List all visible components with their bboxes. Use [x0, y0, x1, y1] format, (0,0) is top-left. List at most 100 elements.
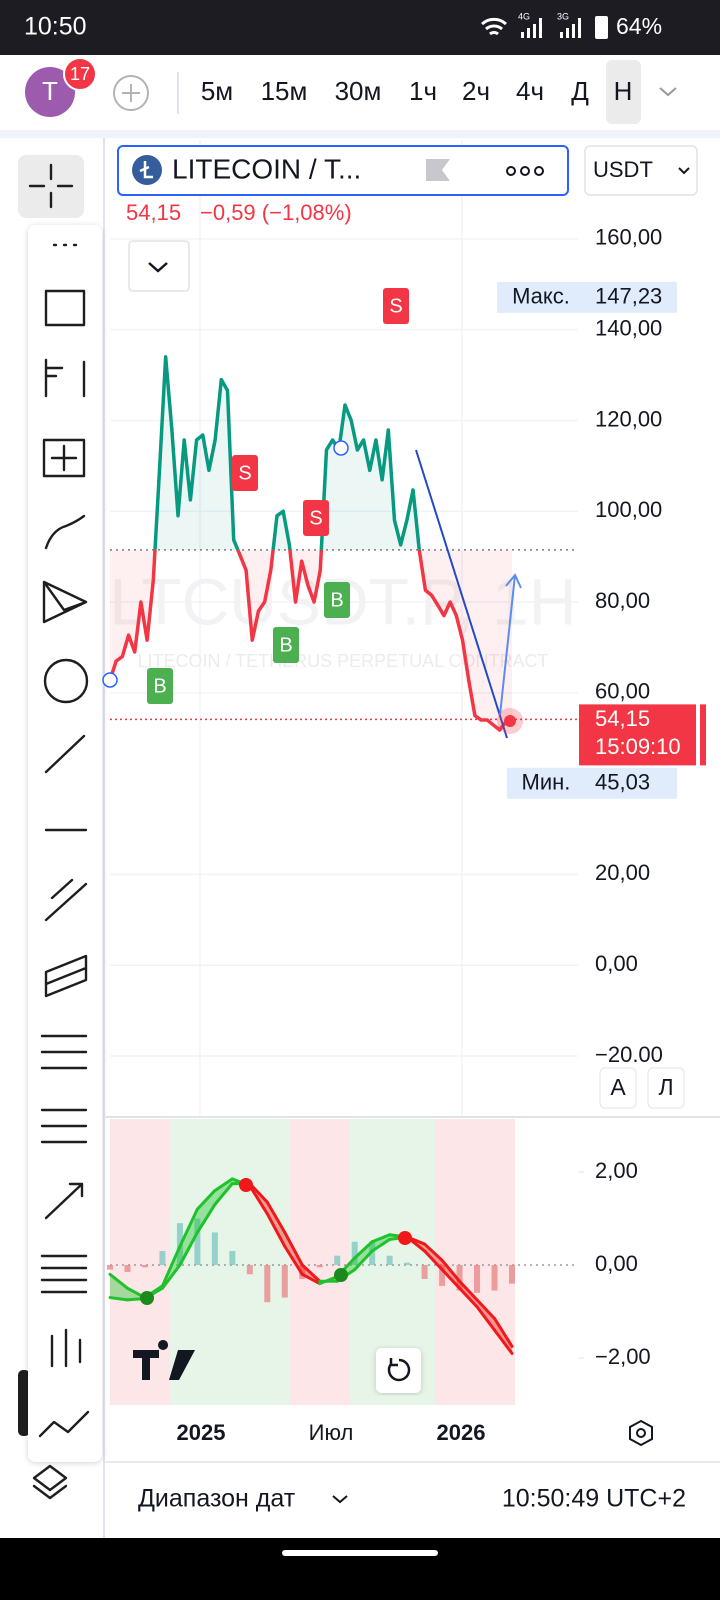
divider [0, 130, 720, 138]
parallel-tool[interactable] [44, 878, 88, 922]
interval-button[interactable]: Н [614, 76, 633, 106]
collapse-button[interactable] [128, 240, 190, 292]
band-fill [197, 1190, 215, 1233]
y-tick-label: 0,00 [595, 1251, 638, 1276]
oscillator-line [353, 1249, 374, 1272]
drawn-arrow [499, 573, 522, 716]
oscillator-line [248, 1184, 269, 1216]
histogram-bar [404, 1262, 411, 1265]
y-tick-label: −2,00 [595, 1344, 651, 1369]
long-position-tool[interactable] [44, 358, 86, 398]
anchor-point [333, 440, 349, 456]
max-value: 147,23 [595, 284, 662, 309]
date-range-chevron [332, 1495, 348, 1504]
reset-icon [387, 1358, 411, 1382]
interval-button[interactable]: 2ч [462, 76, 490, 106]
cross-dot [239, 1178, 253, 1192]
scale-button[interactable] [647, 1067, 685, 1109]
max-value-box [585, 281, 677, 313]
cross-dot [334, 1268, 348, 1282]
home-indicator[interactable] [282, 1550, 438, 1556]
last-price-label: 54,15 [595, 706, 650, 731]
pattern-tool[interactable] [42, 580, 88, 624]
date-range[interactable]: Диапазон дат [138, 1485, 296, 1513]
band-fill [110, 1274, 128, 1300]
oscillator-line [283, 1230, 304, 1267]
reset-button[interactable] [376, 1348, 421, 1393]
measure-tool[interactable] [42, 438, 86, 478]
signal-label: S [238, 462, 251, 484]
currency-select[interactable] [584, 145, 698, 196]
settings-button[interactable] [629, 1419, 653, 1447]
symbol-search[interactable] [117, 145, 569, 196]
plus-icon [122, 84, 140, 102]
layers-tool[interactable] [32, 1464, 68, 1500]
candles-tool[interactable] [50, 1328, 82, 1368]
trend-line-tool[interactable] [44, 734, 86, 774]
signal-label: S [389, 295, 402, 317]
oscillator-line [475, 1305, 497, 1332]
signal-badge [303, 500, 329, 536]
min-value: 45,03 [595, 770, 650, 795]
last-price-box [579, 704, 696, 766]
oscillator-line [108, 1296, 129, 1302]
tools-panel [28, 225, 102, 1462]
y-tick-label: 0,00 [595, 951, 638, 976]
histogram-bar [491, 1264, 498, 1291]
oscillator-line [265, 1200, 287, 1234]
oscillator-line [440, 1258, 462, 1283]
channel-tool[interactable] [44, 954, 88, 998]
avatar[interactable] [25, 67, 75, 117]
flag-icon[interactable] [426, 159, 450, 181]
forecast-tool[interactable] [38, 1410, 90, 1438]
y-tick-label: −20,00 [595, 1042, 663, 1067]
histogram-bar [107, 1264, 113, 1270]
circle-tool[interactable] [43, 658, 89, 704]
signal-badge [273, 627, 299, 663]
fib-extension-tool[interactable] [40, 1108, 88, 1144]
cross-dot [398, 1231, 412, 1245]
interval-button[interactable]: 15м [261, 76, 308, 106]
arrow-tool[interactable] [44, 1182, 84, 1220]
more-icon[interactable] [506, 166, 544, 176]
fib-tool[interactable] [40, 1034, 88, 1070]
signal-badge [147, 668, 173, 704]
battery-icon [595, 16, 608, 39]
y-tick-label: 2,00 [595, 1158, 638, 1183]
scale-button-label: A [610, 1074, 626, 1100]
crosshair-tool[interactable] [18, 155, 84, 218]
scale-button[interactable] [599, 1067, 637, 1109]
last-price-dot [504, 715, 516, 727]
signal-label: B [330, 589, 343, 611]
max-label: Макс. [512, 284, 570, 309]
price-change: −0,59 (−1,08%) [200, 200, 352, 225]
lines-tool[interactable] [40, 1254, 88, 1294]
add-symbol-button[interactable] [113, 75, 149, 111]
oscillator-line [178, 1230, 199, 1267]
price-line [153, 355, 422, 550]
anchor-point [102, 672, 118, 688]
interval-button[interactable]: 4ч [516, 76, 544, 106]
y-tick-label: 100,00 [595, 497, 662, 522]
network-label: 4G [518, 11, 530, 21]
oscillator-line [213, 1177, 234, 1193]
tv-logo[interactable] [133, 1340, 195, 1380]
wifi-icon [481, 17, 507, 36]
watermark-description: LITECOIN / TETHERUS PERPETUAL CONTRACT [137, 651, 548, 671]
rectangle-tool[interactable] [44, 289, 86, 327]
histogram-bar [369, 1241, 376, 1265]
path-tool[interactable] [44, 514, 86, 550]
signal-label: B [153, 675, 166, 697]
more-intervals[interactable] [659, 87, 677, 97]
symbol-name: LITECOIN / T... [172, 153, 361, 184]
interval-button[interactable]: 30м [335, 76, 382, 106]
oscillator-line [178, 1207, 199, 1248]
interval-button[interactable]: 1ч [409, 76, 437, 106]
histogram-bar [229, 1251, 236, 1265]
scale-button-label: Л [658, 1074, 673, 1100]
oscillator-line [493, 1328, 514, 1355]
interval-button[interactable]: Д [571, 76, 589, 106]
panel-tab[interactable] [18, 1370, 30, 1436]
interval-button[interactable]: 5м [201, 76, 233, 106]
crosshair-icon [28, 163, 74, 209]
